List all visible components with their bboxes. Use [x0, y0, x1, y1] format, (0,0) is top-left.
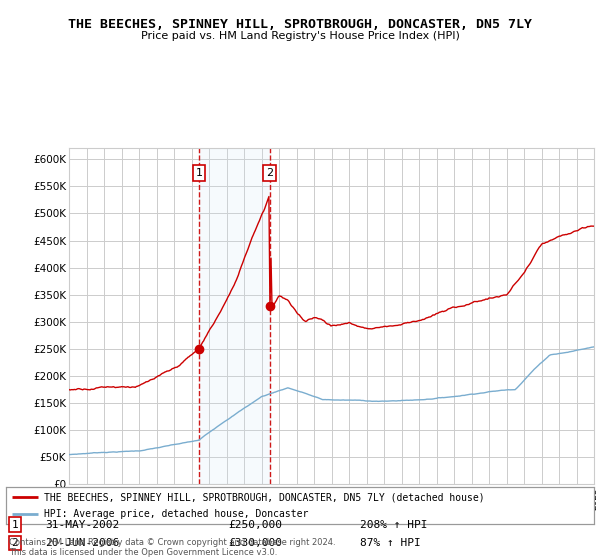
Text: 2: 2 [11, 538, 19, 548]
Text: £330,000: £330,000 [228, 538, 282, 548]
Text: 208% ↑ HPI: 208% ↑ HPI [360, 520, 427, 530]
Text: THE BEECHES, SPINNEY HILL, SPROTBROUGH, DONCASTER, DN5 7LY: THE BEECHES, SPINNEY HILL, SPROTBROUGH, … [68, 18, 532, 31]
Text: 20-JUN-2006: 20-JUN-2006 [45, 538, 119, 548]
Text: Contains HM Land Registry data © Crown copyright and database right 2024.
This d: Contains HM Land Registry data © Crown c… [9, 538, 335, 557]
Text: 1: 1 [196, 168, 202, 178]
Text: THE BEECHES, SPINNEY HILL, SPROTBROUGH, DONCASTER, DN5 7LY (detached house): THE BEECHES, SPINNEY HILL, SPROTBROUGH, … [44, 492, 485, 502]
Text: 2: 2 [266, 168, 273, 178]
Text: Price paid vs. HM Land Registry's House Price Index (HPI): Price paid vs. HM Land Registry's House … [140, 31, 460, 41]
Text: £250,000: £250,000 [228, 520, 282, 530]
Bar [199, 148, 270, 484]
Text: HPI: Average price, detached house, Doncaster: HPI: Average price, detached house, Donc… [44, 509, 308, 519]
Text: 87% ↑ HPI: 87% ↑ HPI [360, 538, 421, 548]
Text: 1: 1 [11, 520, 19, 530]
Text: 31-MAY-2002: 31-MAY-2002 [45, 520, 119, 530]
